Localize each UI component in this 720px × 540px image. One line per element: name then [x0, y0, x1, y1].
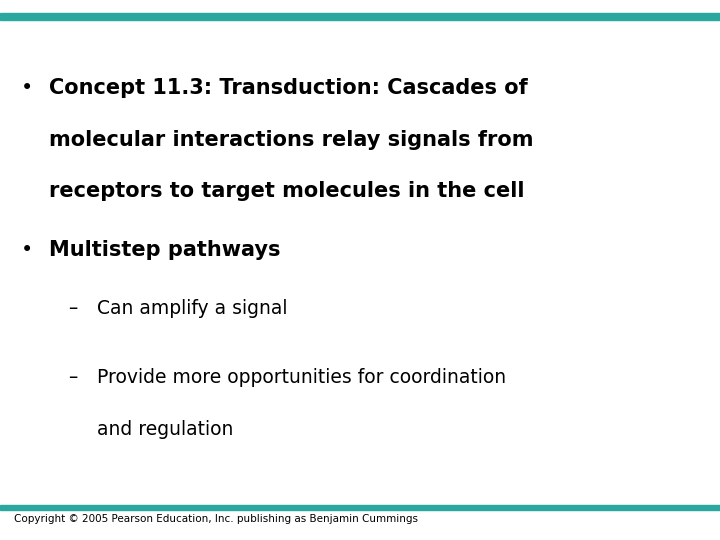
Text: Can amplify a signal: Can amplify a signal	[97, 299, 288, 318]
Text: Copyright © 2005 Pearson Education, Inc. publishing as Benjamin Cummings: Copyright © 2005 Pearson Education, Inc.…	[14, 514, 418, 524]
Text: Multistep pathways: Multistep pathways	[49, 240, 281, 260]
Text: –: –	[68, 368, 78, 387]
Text: •: •	[21, 240, 34, 260]
Text: and regulation: and regulation	[97, 420, 233, 438]
Text: Provide more opportunities for coordination: Provide more opportunities for coordinat…	[97, 368, 506, 387]
Text: –: –	[68, 299, 78, 318]
Text: Concept 11.3: Transduction: Cascades of: Concept 11.3: Transduction: Cascades of	[49, 78, 528, 98]
Bar	[0, 505, 720, 510]
Text: •: •	[21, 78, 34, 98]
Text: molecular interactions relay signals from: molecular interactions relay signals fro…	[49, 130, 534, 150]
Bar	[0, 13, 720, 20]
Text: receptors to target molecules in the cell: receptors to target molecules in the cel…	[49, 181, 524, 201]
